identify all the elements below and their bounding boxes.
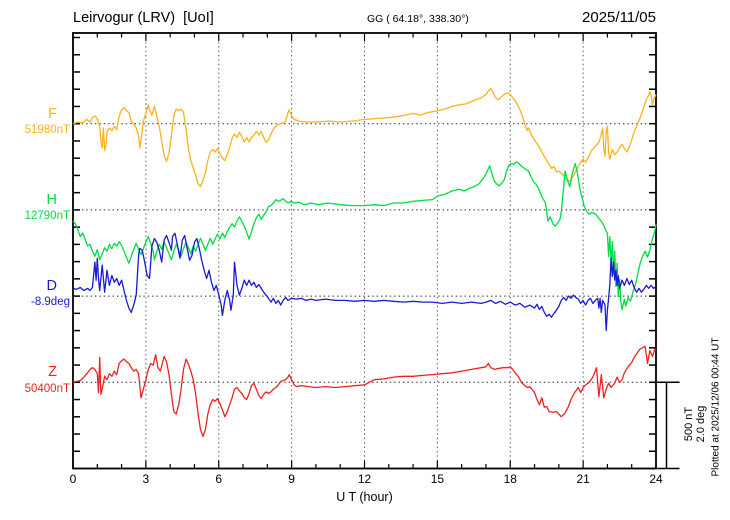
- channel-label-group-D: D -8.9deg: [31, 279, 70, 309]
- channel-value-F: 51980nT: [24, 124, 70, 136]
- channel-letter-F: F: [48, 105, 57, 122]
- channel-letter-D: D: [46, 277, 57, 294]
- x-tick-label-18: 18: [503, 472, 517, 486]
- channel-value-Z: 50400nT: [24, 382, 70, 395]
- channel-label-group-F: F 51980nT: [24, 105, 70, 137]
- scale-bar-deg-label: 2.0 deg: [695, 405, 707, 443]
- channel-value-D: -8.9deg: [30, 296, 70, 309]
- channel-letter-H: H: [46, 191, 57, 208]
- channel-label-group-H: H 12790nT: [25, 193, 70, 223]
- page-title: Leirvogur (LRV) [UoI]: [73, 10, 214, 26]
- channel-letter-Z: Z: [48, 364, 57, 381]
- x-tick-label-12: 12: [357, 472, 372, 486]
- channel-label-group-Z: Z 50400nT: [25, 365, 70, 395]
- plot-timestamp-note: Plotted at 2025/12/06 00:44 UT: [710, 337, 722, 477]
- x-tick-label-0: 0: [69, 472, 77, 486]
- scale-bar-label: 500 nT 2.0 deg: [683, 394, 709, 454]
- trace-F: [72, 87, 657, 188]
- date-label: 2025/11/05: [582, 9, 656, 26]
- trace-Z: [72, 345, 657, 438]
- trace-D: [72, 232, 657, 332]
- x-tick-label-9: 9: [288, 472, 295, 486]
- x-tick-label-15: 15: [430, 472, 445, 486]
- x-tick-label-21: 21: [576, 472, 590, 486]
- x-tick-label-3: 3: [142, 472, 150, 486]
- x-tick-label-24: 24: [649, 472, 663, 486]
- x-axis-title: U T (hour): [336, 490, 393, 504]
- gg-coordinates: GG ( 64.18°, 338.30°): [367, 13, 469, 25]
- scale-bar-nt-label: 500 nT: [683, 406, 695, 442]
- plot-frame: [72, 32, 657, 470]
- channel-value-H: 12790nT: [24, 210, 70, 223]
- x-tick-label-6: 6: [215, 472, 223, 486]
